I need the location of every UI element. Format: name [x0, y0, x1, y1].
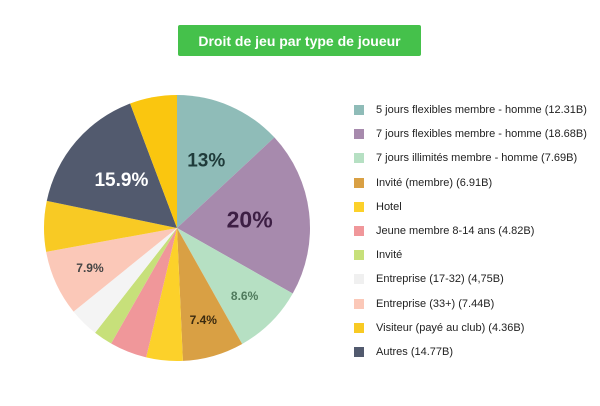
legend-swatch	[354, 201, 364, 212]
legend-label: 7 jours illimités membre - homme (7.69B)	[376, 152, 578, 165]
legend-swatch	[354, 129, 364, 140]
legend-swatch	[354, 250, 364, 261]
pie-slice	[177, 228, 293, 344]
legend-item: Jeune membre 8-14 ans (4.82B)	[354, 219, 594, 243]
legend-swatch	[354, 346, 364, 357]
legend-item: Visiteur (payé au club) (4.36B)	[354, 316, 594, 340]
legend-item: 7 jours flexibles membre - homme (18.68B…	[354, 122, 594, 146]
legend-swatch	[354, 105, 364, 116]
pie-slice	[177, 137, 311, 294]
legend-label: Invité	[376, 249, 403, 262]
chart-legend: 5 jours flexibles membre - homme (12.31B…	[354, 98, 594, 364]
pie-slice	[111, 228, 177, 358]
legend-swatch	[354, 153, 364, 164]
legend-item: Entreprise (17-32) (4,75B)	[354, 267, 594, 291]
pie-slice	[95, 228, 177, 344]
pie-slice	[177, 95, 275, 228]
pie-slice	[177, 228, 243, 361]
pie-data-label: 7.4%	[190, 313, 218, 327]
pie-data-label: 8.6%	[231, 289, 259, 303]
legend-label: Invité (membre) (6.91B)	[376, 176, 493, 189]
pie-data-labels: 13% 20% 8.6% 7.4% 7.9% 15.9%	[76, 150, 272, 327]
pie-data-label: 7.9%	[76, 261, 104, 275]
legend-swatch	[354, 274, 364, 285]
legend-swatch	[354, 177, 364, 188]
legend-label: Hotel	[376, 200, 402, 213]
legend-swatch	[354, 322, 364, 333]
pie-slice	[130, 95, 177, 228]
legend-item: Entreprise (33+) (7.44B)	[354, 292, 594, 316]
pie-data-label: 13%	[187, 150, 225, 171]
legend-item: Autres (14.77B)	[354, 340, 594, 364]
legend-label: Entreprise (17-32) (4,75B)	[376, 273, 504, 286]
pie-slice	[46, 103, 178, 228]
legend-item: Hotel	[354, 195, 594, 219]
legend-label: 5 jours flexibles membre - homme (12.31B…	[376, 104, 587, 117]
legend-swatch	[354, 298, 364, 309]
legend-swatch	[354, 226, 364, 237]
pie-slice	[73, 228, 177, 333]
pie-slices	[43, 95, 311, 361]
legend-label: 7 jours flexibles membre - homme (18.68B…	[376, 128, 587, 141]
legend-item: 7 jours illimités membre - homme (7.69B)	[354, 146, 594, 170]
legend-label: Entreprise (33+) (7.44B)	[376, 297, 495, 310]
legend-label: Autres (14.77B)	[376, 345, 454, 358]
legend-label: Visiteur (payé au club) (4.36B)	[376, 321, 525, 334]
legend-item: Invité	[354, 243, 594, 267]
pie-slice	[146, 228, 183, 361]
legend-item: 5 jours flexibles membre - homme (12.31B…	[354, 98, 594, 122]
pie-slice	[43, 200, 177, 252]
legend-label: Jeune membre 8-14 ans (4.82B)	[376, 225, 535, 238]
chart-title: Droit de jeu par type de joueur	[178, 25, 421, 56]
pie-slice	[46, 228, 177, 312]
legend-item: Invité (membre) (6.91B)	[354, 171, 594, 195]
pie-data-label: 20%	[227, 206, 273, 232]
pie-data-label: 15.9%	[94, 170, 148, 191]
